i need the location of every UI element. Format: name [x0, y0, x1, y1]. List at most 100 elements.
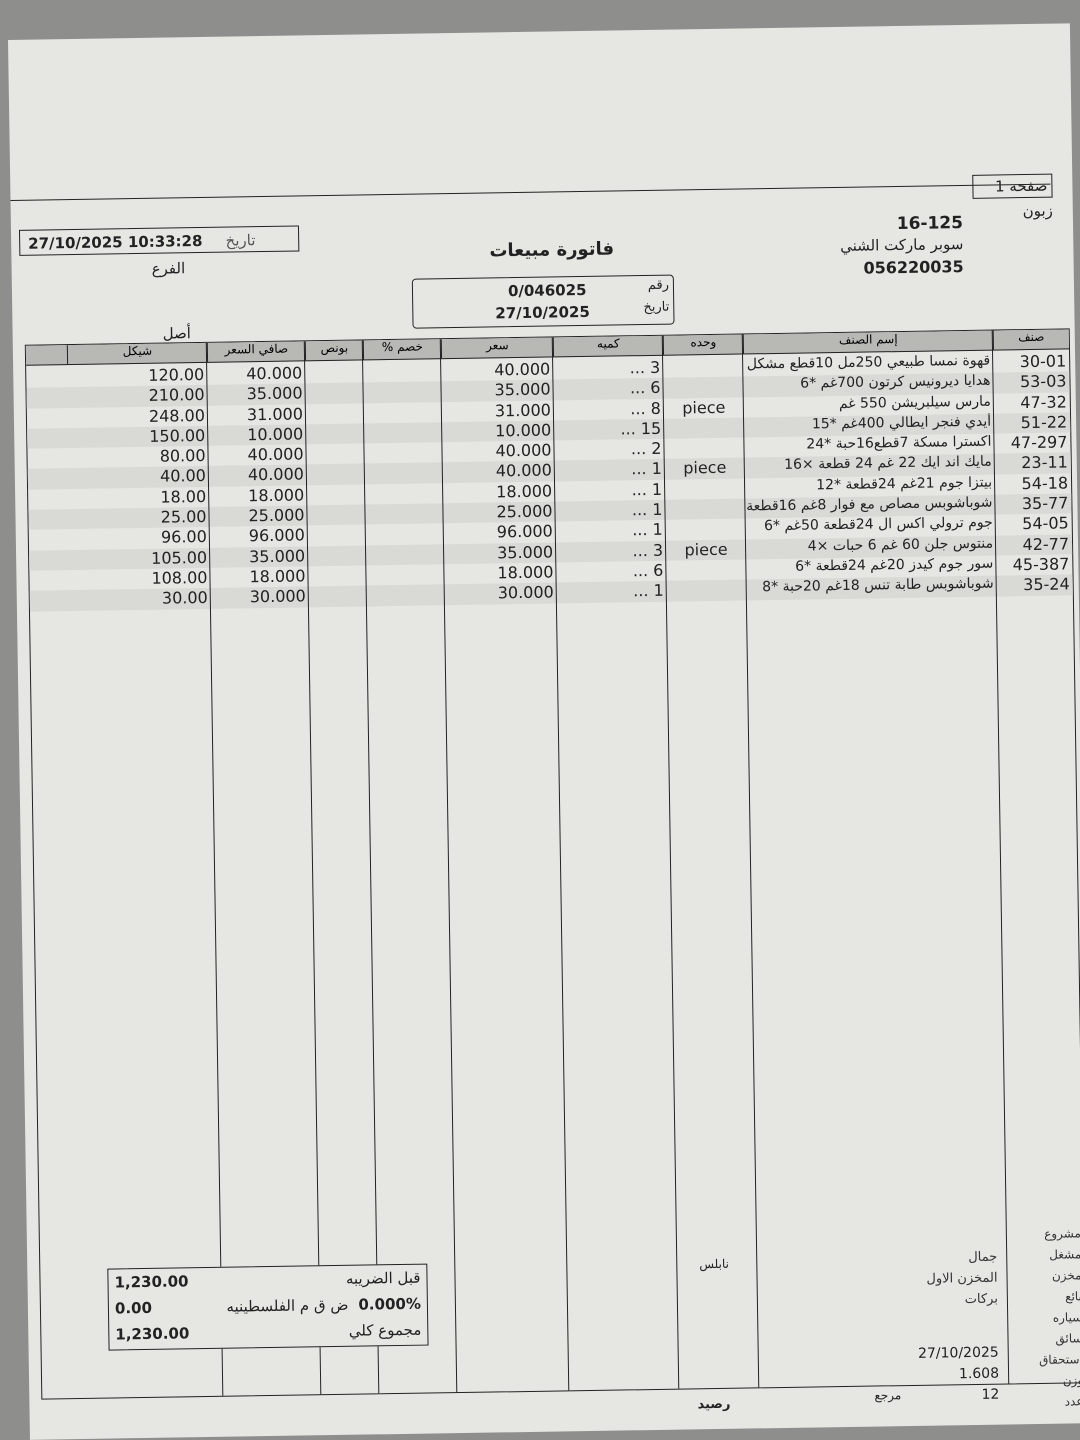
cell-qty: 6 ... [632, 560, 664, 581]
cell-empty [308, 565, 366, 586]
table-body: 30-01 قهوة نمسا طبيعي 250مل 10قطع مشكل 3 .… [26, 351, 1073, 612]
cell-price: 40.000 [495, 460, 552, 481]
cell-total: 210.00 [148, 385, 205, 406]
cell-empty [363, 361, 441, 383]
cell-unit: piece [683, 458, 727, 478]
cell-qty: 1 ... [632, 520, 663, 540]
column-header: وحده [662, 334, 744, 355]
cell-price: 18.000 [496, 481, 553, 502]
cell-empty [305, 362, 363, 383]
ref-label: مرجع [874, 1388, 902, 1403]
branch-label: الفرع [151, 259, 186, 278]
store: المخزن الاول [926, 1270, 998, 1287]
cell-empty [366, 564, 444, 586]
cell-net: 31.000 [246, 404, 304, 424]
cell-net: 18.000 [249, 566, 306, 587]
cell-total: 40.00 [159, 466, 207, 487]
column-header: شيكل [66, 342, 208, 365]
cell-empty [366, 544, 444, 566]
cell-empty [364, 402, 442, 424]
cell-net: 40.000 [246, 363, 303, 384]
invoice-date: 27/10/2025 [495, 302, 590, 323]
balance-label: رصيد [697, 1396, 731, 1413]
vat-label: ض ق م الفلسطينيه [226, 1295, 349, 1316]
cell-price: 96.000 [496, 521, 553, 542]
cell-code: 35-24 [1023, 574, 1070, 595]
cell-qty: 2 ... [630, 438, 662, 459]
before-tax-label: قبل الضريبه [345, 1268, 421, 1288]
date2-label: تاريخ [643, 299, 670, 316]
cell-unit [667, 580, 747, 602]
cell-empty [365, 483, 443, 505]
cell-total: 108.00 [151, 567, 208, 588]
cell-unit [664, 438, 744, 460]
grand-total-label: مجموع كلي [348, 1320, 422, 1340]
cell-code: 53-03 [1019, 371, 1067, 392]
page-number: 1 [994, 177, 1005, 196]
footer-label: مشغل [1049, 1247, 1080, 1262]
cell-price: 31.000 [494, 400, 552, 420]
footer-label: وزن [1062, 1373, 1080, 1388]
cell-empty [305, 383, 363, 404]
cell-qty: 3 ... [632, 540, 664, 560]
date-box: 27/10/2025 10:33:28 تاريخ [18, 225, 300, 256]
operator: جمال [968, 1249, 998, 1266]
grand-total-value: 1,230.00 [115, 1324, 190, 1344]
cell-empty [366, 524, 444, 546]
items-table: صنف إسم الصنف وحده كميه سعر خصم % بونص صافي الس… [24, 328, 1080, 1400]
cell-net: 10.000 [247, 424, 304, 445]
cell-qty: 3 ... [629, 357, 661, 378]
totals-box: 1,230.00 قبل الضريبه 0.00 0.000% ض ق م ا… [107, 1263, 429, 1351]
cell-price: 25.000 [496, 501, 553, 522]
cell-total: 105.00 [151, 547, 208, 568]
page-box: صفحه 1 [972, 173, 1053, 199]
cell-code: 47-297 [1010, 432, 1068, 453]
cell-price: 35.000 [494, 379, 551, 400]
cell-unit [665, 478, 745, 500]
cell-code: 23-11 [1021, 452, 1068, 473]
invoice-number: 0/046025 [507, 280, 587, 301]
grand-total-row: 1,230.00 مجموع كلي [109, 1317, 427, 1348]
column-header: بونص [304, 340, 364, 361]
cell-name: شوباشوبس طابة تنس 18غم 20حبة *8 [762, 575, 994, 596]
cell-empty [307, 505, 365, 526]
customer-name: سوبر ماركت الشني [840, 235, 964, 255]
cell-code: 47-32 [1020, 392, 1067, 412]
cell-qty: 1 ... [633, 581, 664, 601]
cell-total: 25.00 [160, 507, 207, 527]
date-label: تاريخ [225, 231, 256, 250]
cell-code: 54-18 [1021, 473, 1069, 493]
cell-total: 30.00 [161, 588, 208, 608]
footer-label: عدد [1064, 1394, 1080, 1409]
footer-label: إستحقاق [1038, 1352, 1080, 1367]
column-header: كميه [552, 335, 664, 357]
footer-label: مخزن [1051, 1268, 1080, 1283]
cell-unit: piece [684, 539, 728, 560]
datetime: 27/10/2025 10:33:28 [28, 231, 203, 253]
cell-empty [364, 442, 442, 464]
cell-code: 51-22 [1020, 412, 1068, 433]
weight: 1.608 [958, 1365, 1000, 1383]
footer-label: سياره [1052, 1310, 1080, 1325]
cell-net: 35.000 [246, 383, 303, 404]
cell-qty: 8 ... [630, 398, 662, 418]
cell-code: 45-387 [1012, 554, 1070, 575]
cell-empty [306, 444, 364, 465]
cell-price: 10.000 [495, 420, 552, 441]
cell-unit [663, 356, 743, 378]
column-header: خصم % [362, 339, 442, 360]
column-header: إسم الصنف [742, 330, 993, 354]
cell-total: 150.00 [149, 425, 206, 446]
cell-total: 18.00 [160, 486, 207, 507]
cell-empty [364, 422, 442, 444]
footer-label: مشروع [1044, 1226, 1080, 1241]
footer-label: بائع [1065, 1289, 1080, 1304]
before-tax-value: 1,230.00 [114, 1272, 189, 1292]
cell-empty [308, 525, 366, 546]
cell-unit [664, 417, 744, 439]
vat-value: 0.00 [114, 1298, 153, 1318]
cell-empty [306, 423, 364, 444]
cell-unit [666, 559, 746, 581]
cell-unit [663, 377, 743, 399]
footer-labels: مشروع مشغل مخزن بائع سياره سائق إستحقاق وزن عدد [1037, 1223, 1080, 1413]
